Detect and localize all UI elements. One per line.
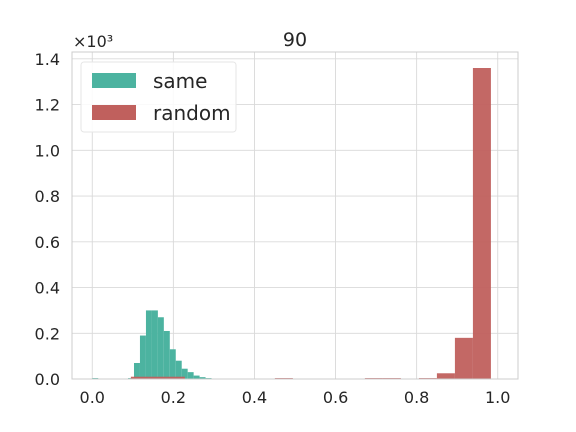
bars	[92, 68, 491, 380]
histogram-bar-same	[151, 310, 158, 379]
histogram-bar-random	[148, 376, 167, 379]
legend: same random	[80, 61, 237, 133]
histogram-bar-same	[181, 368, 188, 379]
histogram-bar-same	[199, 377, 206, 379]
y-tick-label: 1.4	[35, 50, 60, 69]
x-tick-label: 0.6	[323, 388, 348, 407]
histogram-bar-same	[133, 362, 140, 379]
x-tick-label: 0.8	[404, 388, 429, 407]
histogram-bar-random	[130, 376, 149, 379]
histogram-bar-same	[157, 317, 164, 379]
histogram-bar-same	[139, 335, 146, 379]
chart-title: 90	[283, 29, 307, 51]
legend-swatch-same	[92, 73, 136, 88]
x-axis-ticks: 0.0 0.2 0.4 0.6 0.8 1.0	[80, 388, 511, 407]
y-tick-label: 0.0	[35, 370, 60, 389]
y-tick-label: 0.2	[35, 324, 60, 343]
grid	[72, 52, 518, 380]
y-axis-ticks: 0.0 0.2 0.4 0.6 0.8 1.0 1.2 1.4	[35, 50, 60, 389]
y-tick-label: 1.0	[35, 141, 60, 160]
histogram-bar-same	[169, 349, 176, 379]
histogram-bar-random	[454, 337, 473, 379]
x-tick-label: 0.2	[161, 388, 186, 407]
y-offset-label: ×10³	[73, 32, 113, 51]
y-tick-label: 1.2	[35, 96, 60, 115]
legend-swatch-random	[92, 105, 136, 120]
x-tick-label: 1.0	[485, 388, 510, 407]
y-tick-label: 0.6	[35, 233, 60, 252]
y-tick-label: 0.4	[35, 279, 60, 298]
histogram-bar-random	[436, 373, 455, 379]
plot-frame	[71, 51, 519, 380]
histogram-bar-same	[145, 310, 152, 379]
histogram-bar-random	[472, 68, 491, 380]
histogram-bar-random	[166, 376, 185, 379]
histogram-bar-same	[175, 360, 182, 379]
y-tick-label: 0.8	[35, 187, 60, 206]
x-tick-label: 0.0	[80, 388, 105, 407]
legend-label-same: same	[153, 69, 207, 93]
histogram-bar-same	[193, 375, 200, 379]
x-tick-label: 0.4	[242, 388, 267, 407]
legend-label-random: random	[153, 101, 231, 125]
histogram-bar-same	[187, 372, 194, 379]
histogram-bar-same	[163, 330, 170, 379]
